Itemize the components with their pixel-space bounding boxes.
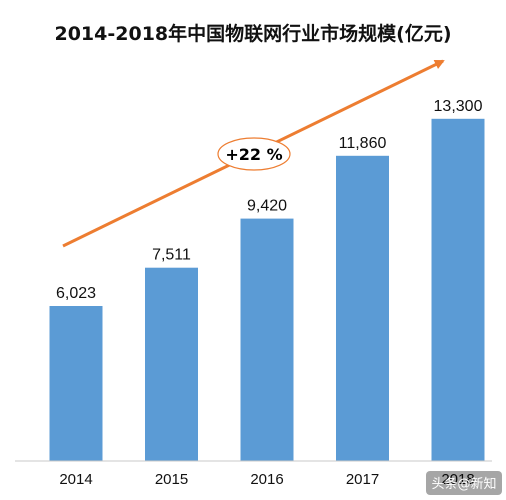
- value-label-2018: 13,300: [434, 98, 483, 115]
- category-label-2014: 2014: [59, 471, 92, 488]
- value-labels-group: 6,023 7,511 9,420 11,860 13,300: [56, 98, 483, 302]
- category-label-2015: 2015: [155, 471, 188, 488]
- category-labels-group: 2014 2015 2016 2017 2018: [59, 471, 474, 488]
- growth-badge: [217, 137, 291, 171]
- bar-2017: [336, 155, 389, 462]
- value-label-2017: 11,860: [339, 135, 387, 152]
- chart-title: 2014-2018年中国物联网行业市场规模(亿元): [54, 22, 451, 45]
- category-label-2017: 2017: [346, 471, 379, 488]
- value-label-2016: 9,420: [247, 198, 287, 215]
- bars-group: [49, 118, 485, 462]
- category-label-2016: 2016: [250, 471, 283, 488]
- bar-2015: [145, 267, 198, 461]
- growth-badge-text: +22 %: [225, 145, 282, 164]
- watermark-background: [426, 471, 502, 495]
- value-label-2015: 7,511: [152, 247, 191, 264]
- value-label-2014: 6,023: [56, 285, 96, 302]
- category-label-2018: 2018: [441, 471, 474, 488]
- bar-2018: [431, 118, 485, 462]
- bar-2016: [240, 218, 294, 461]
- watermark-text: 头条@新知: [431, 476, 496, 492]
- bar-2014: [49, 306, 103, 461]
